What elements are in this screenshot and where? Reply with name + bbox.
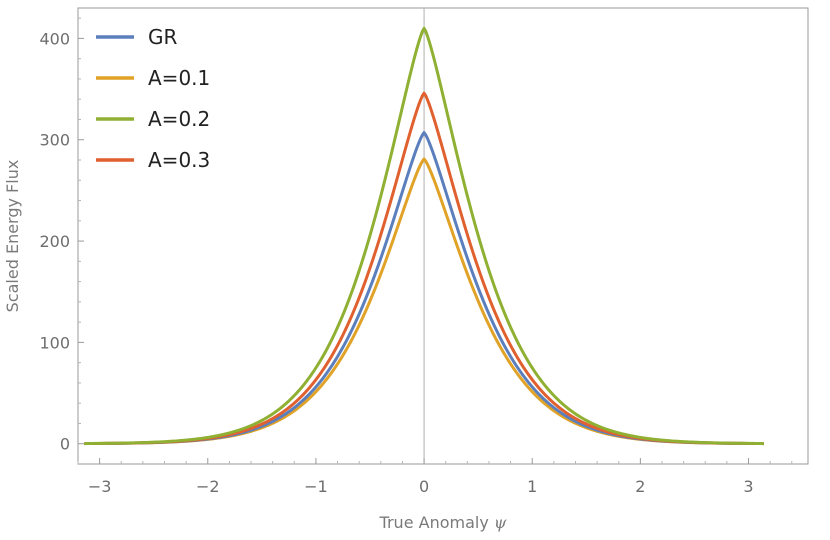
y-tick-label: 300: [39, 131, 70, 150]
series-lines: [84, 26, 764, 446]
plot-frame: [77, 7, 809, 465]
legend-label: GR: [148, 25, 177, 49]
x-axis-title: True Anomaly ψ: [379, 513, 507, 532]
legend: GR A=0.1 A=0.2 A=0.3: [96, 25, 210, 172]
x-tick-label: −2: [196, 477, 220, 496]
x-tick-label: 3: [743, 477, 753, 496]
y-axis-ticks: 0 100 200 300 400: [39, 17, 84, 454]
series-line-a-0-2: [84, 26, 764, 446]
x-axis-title-symbol: ψ: [494, 513, 507, 532]
legend-label: A=0.1: [148, 66, 210, 90]
legend-label: A=0.2: [148, 107, 210, 131]
legend-label: A=0.3: [148, 148, 210, 172]
x-axis-title-text: True Anomaly: [379, 513, 489, 532]
x-axis-ticks: −3 −2 −1 0 1 2 3: [77, 458, 793, 496]
y-axis-title: Scaled Energy Flux: [3, 160, 22, 313]
x-tick-label: 1: [527, 477, 537, 496]
y-tick-label: 0: [60, 435, 70, 454]
y-tick-label: 100: [39, 333, 70, 352]
x-tick-label: −1: [304, 477, 328, 496]
y-tick-label: 200: [39, 232, 70, 251]
x-tick-label: 0: [419, 477, 429, 496]
y-tick-label: 400: [39, 29, 70, 48]
x-tick-label: 2: [635, 477, 645, 496]
x-tick-label: −3: [88, 477, 112, 496]
